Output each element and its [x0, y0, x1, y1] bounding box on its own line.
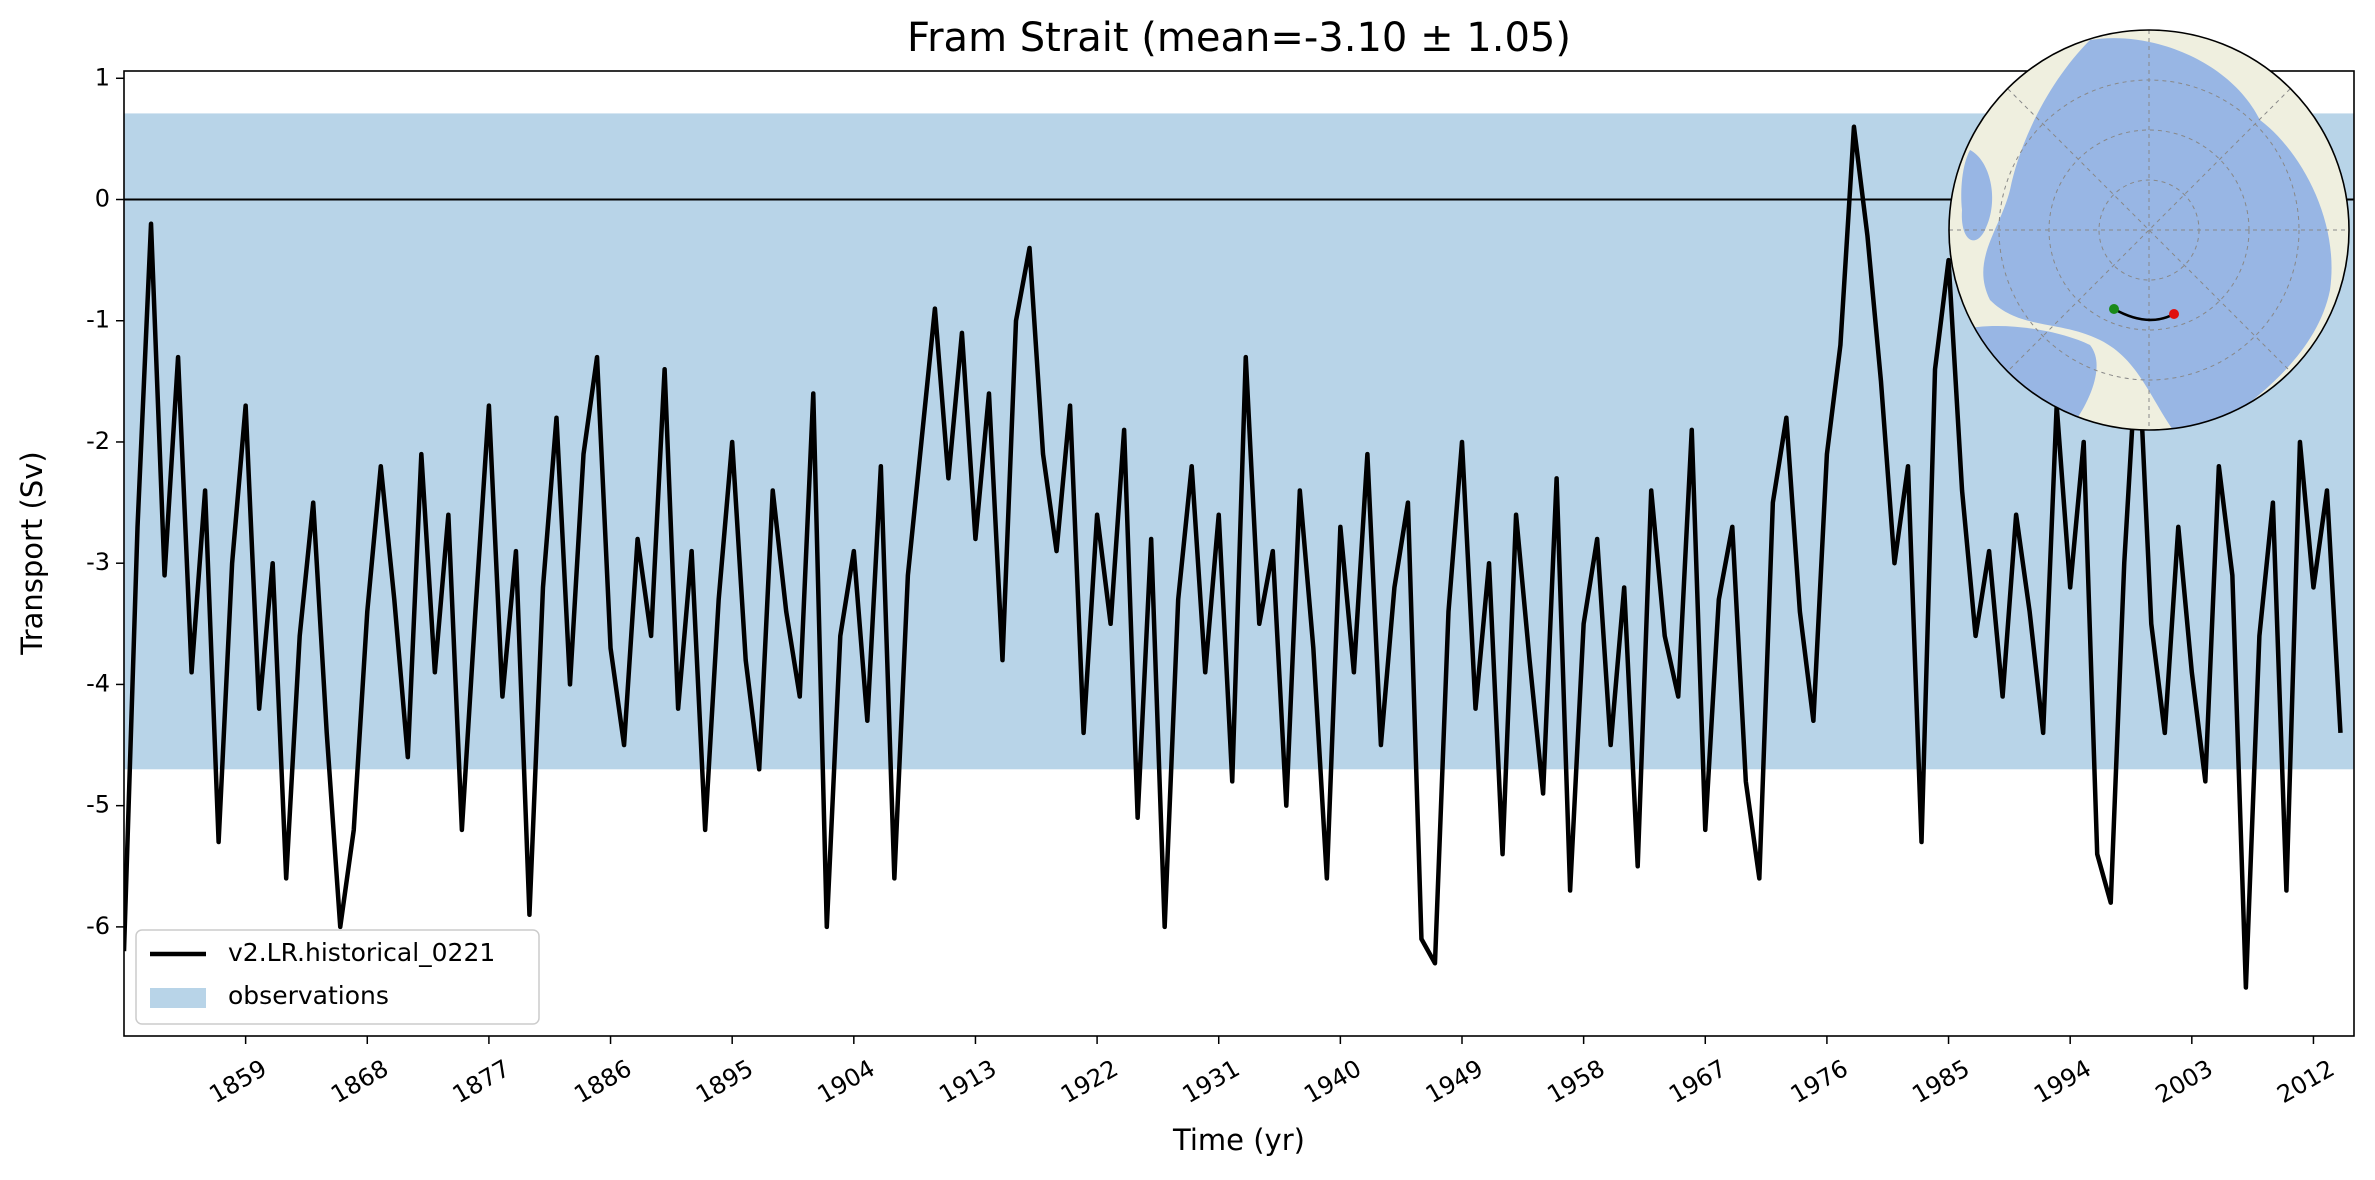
legend-label: v2.LR.historical_0221 — [228, 938, 495, 967]
x-tick-label: 1985 — [1907, 1054, 1974, 1109]
x-tick-label: 1976 — [1786, 1054, 1853, 1109]
x-tick-label: 1913 — [934, 1054, 1001, 1109]
legend-box — [135, 929, 540, 1025]
y-tick-label: -5 — [86, 791, 110, 819]
axes-frame — [123, 70, 2355, 1037]
x-tick-label: 1958 — [1543, 1054, 1610, 1109]
x-tick-label: 1868 — [326, 1054, 393, 1109]
legend: v2.LR.historical_0221 observations — [135, 929, 540, 1025]
y-tick-label: 1 — [95, 63, 110, 91]
x-tick-label: 1886 — [569, 1054, 636, 1109]
legend-swatch — [150, 988, 206, 1008]
x-tick-label: 1859 — [205, 1054, 272, 1109]
legend-label: observations — [228, 981, 389, 1010]
x-tick-label: 1994 — [2029, 1054, 2096, 1109]
transect — [2113, 307, 2175, 322]
y-tick-label: -6 — [86, 912, 110, 940]
x-tick-label: 1931 — [1178, 1054, 1245, 1109]
y-tick-label: -4 — [86, 669, 110, 697]
y-tick-label: -1 — [86, 306, 110, 334]
y-axis-label: Transport (Sv) — [15, 451, 49, 656]
x-tick-label: 1940 — [1299, 1054, 1366, 1109]
x-tick-label: 1967 — [1664, 1054, 1731, 1109]
y-tick-label: -3 — [86, 548, 110, 576]
x-axis-label: Time (yr) — [1172, 1123, 1305, 1157]
x-tick-label: 2003 — [2151, 1054, 2218, 1109]
x-tick-label: 1895 — [691, 1054, 758, 1109]
transect-start — [2109, 304, 2119, 314]
y-tick-label: -2 — [86, 427, 110, 455]
x-tick-label: 1922 — [1056, 1054, 1123, 1109]
data-line — [124, 124, 2343, 990]
chart-title: Fram Strait (mean=-3.10 ± 1.05) — [907, 15, 1571, 61]
transect-end — [2169, 309, 2179, 319]
x-tick-label: 1949 — [1421, 1054, 1488, 1109]
x-tick-label: 2012 — [2272, 1054, 2339, 1109]
x-tick-label: 1904 — [813, 1054, 880, 1109]
y-tick-label: 0 — [95, 185, 110, 213]
x-tick-label: 1877 — [448, 1054, 515, 1109]
